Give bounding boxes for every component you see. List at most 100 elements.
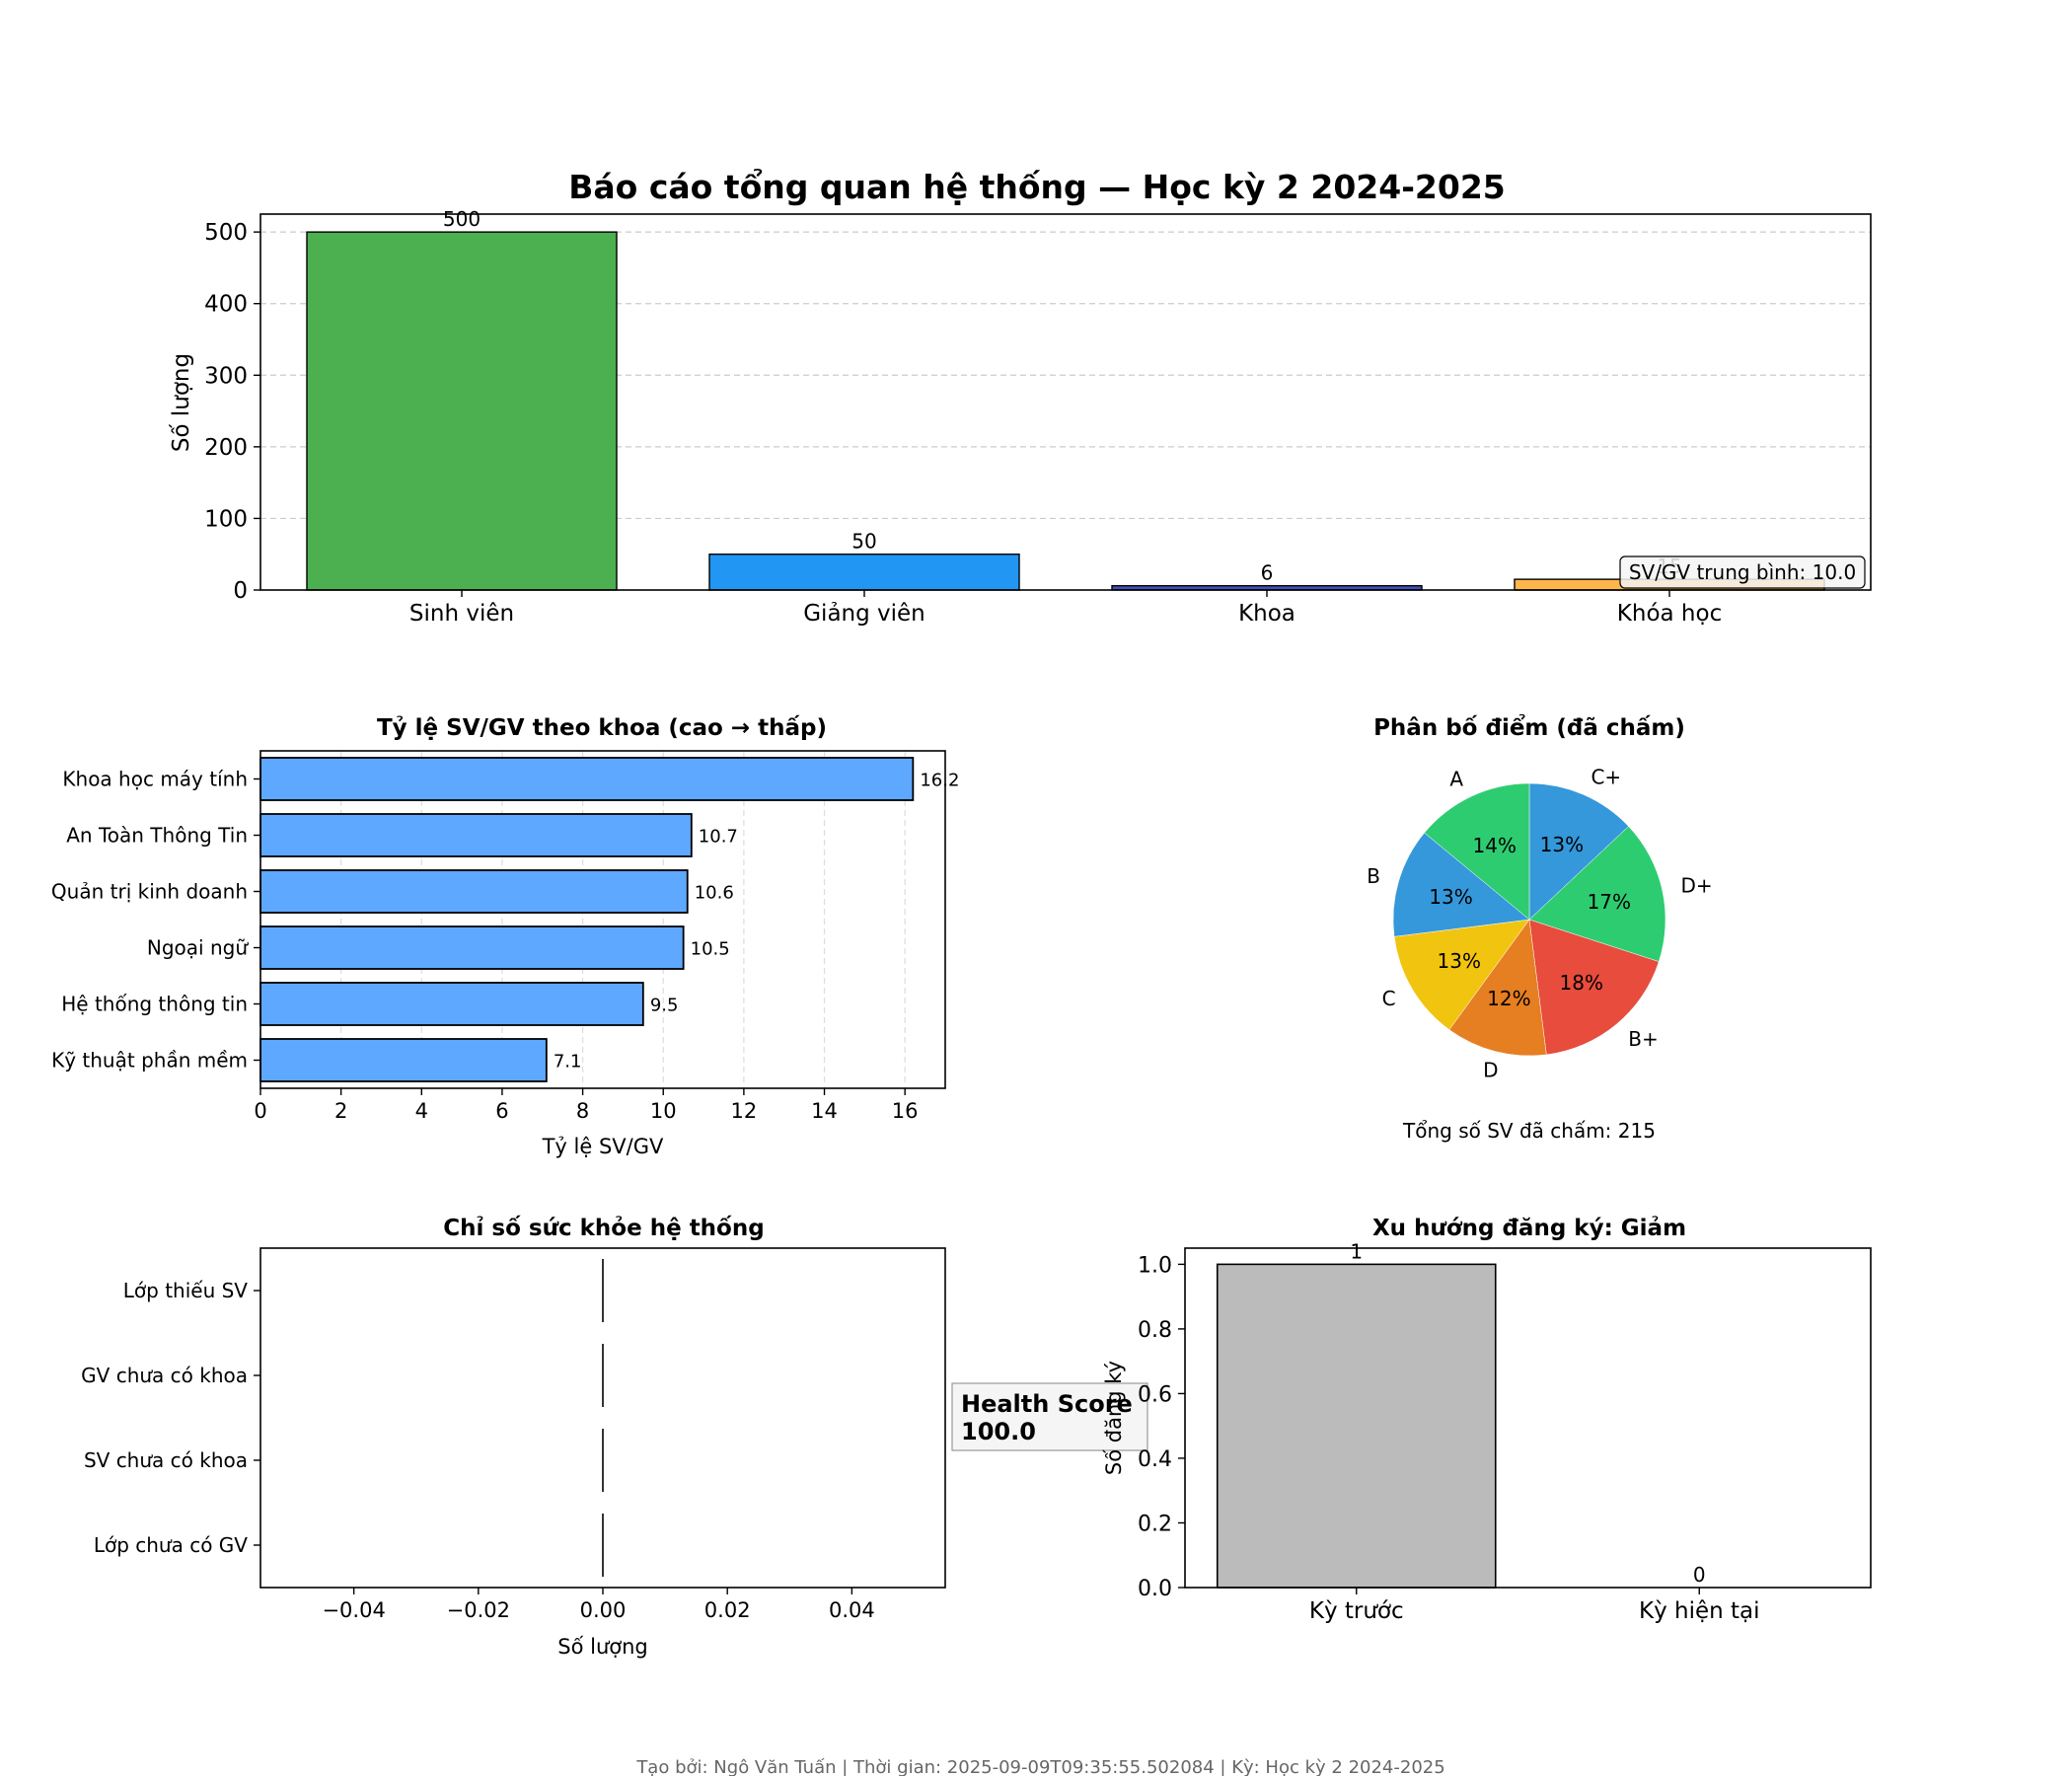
ratio-category-label: Ngoại ngữ <box>147 936 249 960</box>
overview-ytick-label: 300 <box>204 363 248 389</box>
health-score-box: Health Score 100.0 <box>951 1382 1148 1451</box>
ratio-bar-value: 10.5 <box>691 939 730 960</box>
ratio-category-label: An Toàn Thông Tin <box>66 824 248 848</box>
pie-title: Phân bố điểm (đã chấm) <box>1373 713 1685 741</box>
ratio-category-label: Kỹ thuật phần mềm <box>51 1049 248 1073</box>
ratio-xtick-label: 2 <box>334 1099 347 1123</box>
health-xlabel: Số lượng <box>557 1635 648 1659</box>
ratio-xtick-label: 14 <box>811 1099 838 1123</box>
trend-ytick-label: 0.8 <box>1138 1318 1172 1343</box>
pie-slice <box>1424 782 1530 921</box>
overview-category-label: Khoa <box>1238 601 1295 627</box>
pie-slice-label: A <box>1449 768 1463 791</box>
trend-title: Xu hướng đăng ký: Giảm <box>1372 1216 1686 1241</box>
overview-bar-value: 6 <box>1261 561 1274 585</box>
ratio-chart: Tỷ lệ SV/GV theo khoa (cao → thấp) 16.2 1… <box>51 714 959 1158</box>
footer-text: Tạo bởi: Ngô Văn Tuấn | Thời gian: 2025-… <box>635 1757 1444 1776</box>
trend-category-label: Kỳ trước <box>1309 1598 1404 1624</box>
ratio-bar <box>259 1038 548 1082</box>
pie-percent-label: 13% <box>1540 833 1584 856</box>
ratio-bar <box>259 925 685 970</box>
trend-ylabel: Số đăng ký <box>1102 1361 1126 1475</box>
health-xtick-label: 0.02 <box>704 1598 751 1622</box>
pie-slice <box>1392 832 1530 937</box>
health-score-label: Health Score <box>961 1390 1133 1418</box>
overview-axes-frame <box>259 213 1872 591</box>
ratio-xtick-label: 10 <box>650 1099 677 1123</box>
ratio-bar <box>259 813 693 857</box>
health-axes-frame <box>259 1247 946 1589</box>
health-category-label: GV chưa có khoa <box>81 1364 248 1387</box>
ratio-bar-value: 10.6 <box>695 883 734 904</box>
health-xtick-label: −0.04 <box>322 1598 385 1622</box>
pie-percent-label: 18% <box>1560 971 1603 995</box>
overview-bar-value: 50 <box>851 530 876 554</box>
pie-slice-label: C+ <box>1591 766 1621 789</box>
ratio-bar <box>259 869 689 914</box>
overview-ytick-label: 400 <box>204 292 248 318</box>
health-chart: Chỉ số sức khỏe hệ thống −0.04 −0.02 0.00 0… <box>81 1215 1148 1659</box>
trend-axes-frame <box>1184 1247 1872 1589</box>
pie-percent-label: 12% <box>1487 987 1530 1010</box>
overview-title: Báo cáo tổng quan hệ thống — Học kỳ 2 20… <box>568 167 1506 206</box>
health-category-label: Lớp thiếu SV <box>123 1279 249 1302</box>
ratio-xtick-label: 4 <box>415 1099 428 1123</box>
health-xtick-label: 0.04 <box>829 1598 875 1622</box>
trend-bar-value: 1 <box>1350 1239 1363 1263</box>
ratio-xlabel: Tỷ lệ SV/GV <box>542 1135 664 1158</box>
ratio-bar-value: 9.5 <box>650 996 679 1016</box>
ratio-bar-value: 16.2 <box>920 771 959 791</box>
health-xtick-label: 0.00 <box>580 1598 627 1622</box>
ratio-bar-value: 10.7 <box>699 827 738 848</box>
overview-chart: Báo cáo tổng quan hệ thống — Học kỳ 2 20… <box>169 167 1872 627</box>
avg-ratio-text: SV/GV trung bình: 10.0 <box>1629 560 1856 584</box>
overview-bar <box>708 554 1020 591</box>
pie-slice-label: D <box>1483 1058 1498 1081</box>
pie-slice <box>1393 919 1530 1030</box>
ratio-bar-value: 7.1 <box>554 1052 582 1073</box>
overview-category-label: Giảng viên <box>803 601 925 627</box>
pie-slice <box>1528 782 1629 921</box>
overview-bar-value: 500 <box>443 207 481 231</box>
trend-bar <box>1216 1263 1497 1589</box>
overview-category-label: Sinh viên <box>409 601 514 627</box>
overview-category-label: Khóa học <box>1617 601 1722 627</box>
pie-percent-label: 17% <box>1588 890 1631 914</box>
ratio-xtick-label: 8 <box>576 1099 589 1123</box>
health-category-label: SV chưa có khoa <box>84 1448 248 1472</box>
trend-category-label: Kỳ hiện tại <box>1639 1598 1760 1624</box>
trend-ytick-label: 0.4 <box>1138 1447 1172 1472</box>
health-title: Chỉ số sức khỏe hệ thống <box>443 1215 764 1241</box>
trend-bar-value: 0 <box>1693 1563 1706 1587</box>
pie-slice <box>1448 919 1547 1057</box>
pie-percent-label: 13% <box>1429 885 1472 909</box>
overview-ytick-label: 0 <box>233 578 248 604</box>
trend-ytick-label: 0.2 <box>1138 1512 1172 1536</box>
overview-ylabel: Số lượng <box>169 353 194 452</box>
trend-ytick-label: 1.0 <box>1138 1253 1172 1278</box>
pie-slice-label: B <box>1367 864 1380 888</box>
ratio-bar <box>259 757 915 801</box>
pie-slice-label: B+ <box>1628 1027 1658 1051</box>
ratio-xtick-label: 16 <box>892 1099 919 1123</box>
overview-ytick-label: 100 <box>204 506 248 532</box>
pie-percent-label: 13% <box>1438 949 1481 973</box>
ratio-bar <box>259 982 644 1026</box>
ratio-category-label: Hệ thống thông tin <box>61 993 248 1016</box>
pie-caption: Tổng số SV đã chấm: 215 <box>1402 1119 1656 1143</box>
trend-ytick-label: 0.6 <box>1138 1382 1172 1407</box>
ratio-xtick-label: 6 <box>495 1099 508 1123</box>
pie-slice <box>1528 919 1660 1056</box>
health-xtick-label: −0.02 <box>447 1598 510 1622</box>
grade-pie-chart: Phân bố điểm (đã chấm) 13% C+ 17% D+ 18% B+ 12… <box>1367 713 1713 1143</box>
ratio-xtick-label: 0 <box>254 1099 266 1123</box>
pie-percent-label: 14% <box>1473 834 1517 857</box>
pie-slice-label: C <box>1382 987 1396 1010</box>
trend-chart: Xu hướng đăng ký: Giảm 1 0 0.0 0.2 0.4 0.6 0.… <box>1102 1216 1872 1624</box>
ratio-title: Tỷ lệ SV/GV theo khoa (cao → thấp) <box>377 714 827 741</box>
overview-ytick-label: 200 <box>204 435 248 461</box>
avg-ratio-annotation: SV/GV trung bình: 10.0 <box>1619 555 1866 589</box>
health-score-value: 100.0 <box>961 1418 1036 1445</box>
trend-ytick-label: 0.0 <box>1138 1577 1172 1601</box>
